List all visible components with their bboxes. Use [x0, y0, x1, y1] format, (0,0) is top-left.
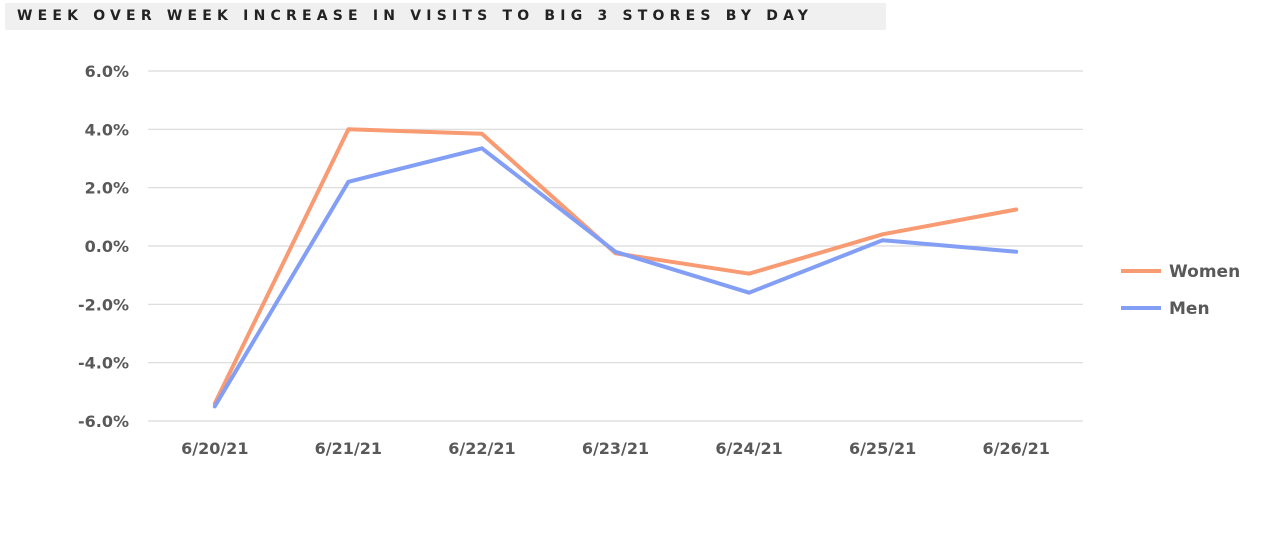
y-tick-label: 2.0%	[85, 179, 129, 198]
y-tick-label: 4.0%	[85, 120, 129, 139]
series-lines	[212, 127, 1019, 409]
legend-label-women: Women	[1169, 262, 1240, 282]
y-tick-label: 6.0%	[85, 62, 129, 81]
x-tick-label: 6/20/21	[181, 439, 248, 458]
y-tick-label: -4.0%	[78, 354, 129, 373]
x-tick-label: 6/22/21	[448, 439, 515, 458]
chart-title: WEEK OVER WEEK INCREASE IN VISITS TO BIG…	[17, 8, 814, 24]
x-tick-label: 6/25/21	[849, 439, 916, 458]
x-tick-label: 6/26/21	[983, 439, 1050, 458]
x-tick-label: 6/24/21	[715, 439, 782, 458]
y-tick-label: -2.0%	[78, 295, 129, 314]
series-line-men	[212, 146, 1019, 409]
chart-title-band: WEEK OVER WEEK INCREASE IN VISITS TO BIG…	[5, 3, 886, 30]
y-axis-ticks: 6.0% 4.0% 2.0% 0.0% -2.0% -4.0% -6.0%	[78, 62, 129, 431]
y-tick-label: -6.0%	[78, 412, 129, 431]
legend-label-men: Men	[1169, 299, 1210, 319]
x-tick-label: 6/21/21	[315, 439, 382, 458]
x-tick-label: 6/23/21	[582, 439, 649, 458]
y-tick-label: 0.0%	[85, 237, 129, 256]
legend: Women Men	[1121, 262, 1240, 319]
x-axis-ticks: 6/20/21 6/21/21 6/22/21 6/23/21 6/24/21 6/25/…	[181, 439, 1050, 458]
